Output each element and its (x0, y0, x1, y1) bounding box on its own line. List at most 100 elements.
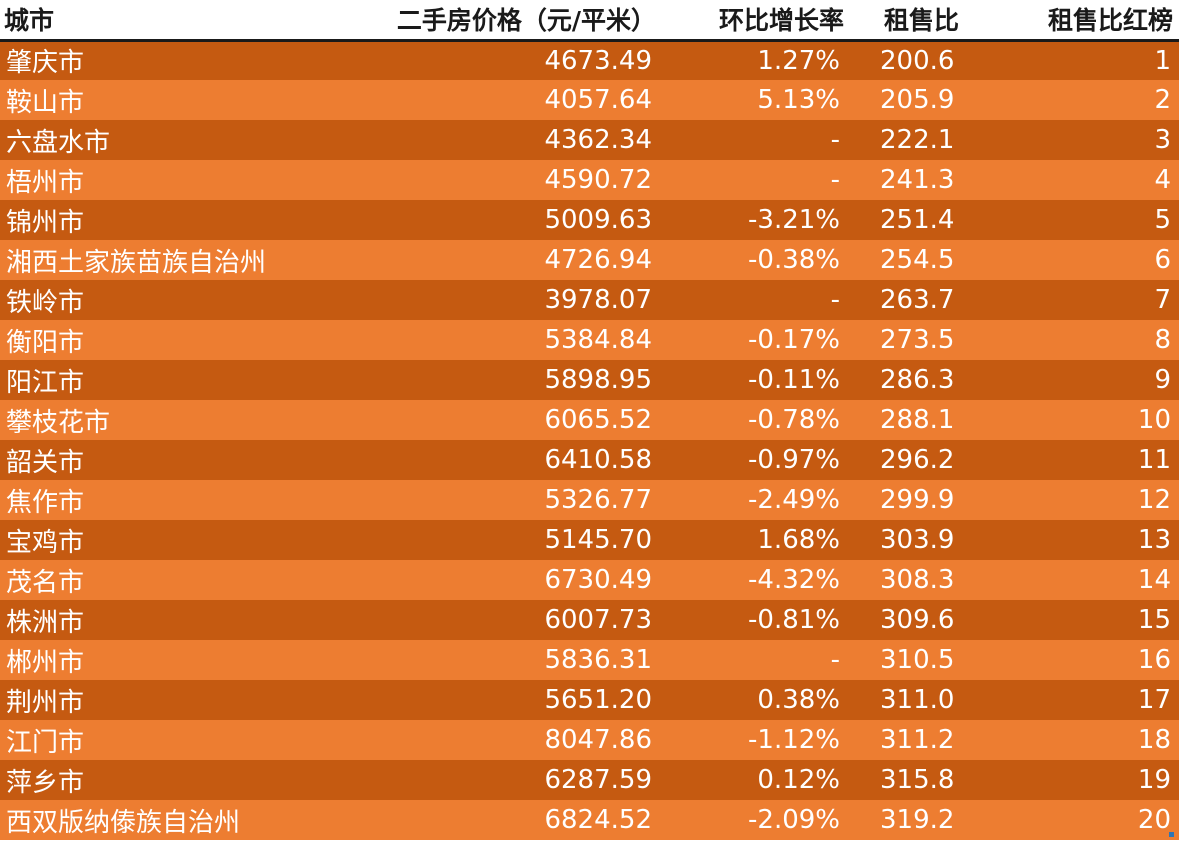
cell-city[interactable]: 梧州市 (6, 167, 85, 198)
cell-rank[interactable]: 8 (1154, 325, 1171, 355)
header-rank[interactable]: 租售比红榜 (995, 0, 1179, 42)
cell-price[interactable]: 5145.70 (544, 525, 652, 555)
cell-change[interactable]: -1.12% (748, 725, 840, 755)
cell-price[interactable]: 5384.84 (544, 325, 652, 355)
cell-price[interactable]: 5009.63 (544, 205, 652, 235)
cell-change[interactable]: -2.49% (748, 485, 840, 515)
cell-rank[interactable]: 18 (1137, 725, 1171, 755)
cell-city[interactable]: 湘西土家族苗族自治州 (6, 247, 267, 278)
header-change[interactable]: 环比增长率 (662, 0, 850, 42)
cell-price[interactable]: 4362.34 (544, 125, 652, 155)
cell-price[interactable]: 6730.49 (544, 565, 652, 595)
cell-ratio[interactable]: 273.5 (880, 325, 955, 355)
cell-rank[interactable]: 13 (1137, 525, 1171, 555)
cell-change[interactable]: -4.32% (748, 565, 840, 595)
cell-price[interactable]: 5898.95 (544, 365, 652, 395)
cell-price[interactable]: 8047.86 (544, 725, 652, 755)
cell-city[interactable]: 荆州市 (6, 687, 85, 718)
cell-rank[interactable]: 3 (1154, 125, 1171, 155)
cell-ratio[interactable]: 310.5 (880, 645, 955, 675)
cell-ratio[interactable]: 319.2 (880, 805, 955, 835)
cell-city[interactable]: 攀枝花市 (6, 407, 111, 438)
cell-ratio[interactable]: 311.0 (880, 685, 955, 715)
cell-city[interactable]: 韶关市 (6, 447, 85, 478)
cell-change[interactable]: -3.21% (748, 205, 840, 235)
cell-price[interactable]: 4726.94 (544, 245, 652, 275)
cell-city[interactable]: 锦州市 (6, 207, 85, 238)
cell-change[interactable]: - (830, 645, 840, 675)
cell-rank[interactable]: 16 (1137, 645, 1171, 675)
cell-ratio[interactable]: 296.2 (880, 445, 955, 475)
cell-city[interactable]: 郴州市 (6, 647, 85, 678)
cell-change[interactable]: -0.97% (748, 445, 840, 475)
cell-city[interactable]: 衡阳市 (6, 327, 85, 358)
cell-change[interactable]: 0.12% (757, 765, 840, 795)
header-price[interactable]: 二手房价格（元/平米） (372, 0, 662, 42)
cell-price[interactable]: 4057.64 (544, 85, 652, 115)
cell-city[interactable]: 肇庆市 (6, 48, 85, 79)
cell-price[interactable]: 5326.77 (544, 485, 652, 515)
cell-ratio[interactable]: 303.9 (880, 525, 955, 555)
cell-price[interactable]: 6007.73 (544, 605, 652, 635)
cell-ratio[interactable]: 254.5 (880, 245, 955, 275)
cell-ratio[interactable]: 309.6 (880, 605, 955, 635)
cell-price[interactable]: 6410.58 (544, 445, 652, 475)
cell-change[interactable]: -0.38% (748, 245, 840, 275)
cell-ratio[interactable]: 222.1 (880, 125, 955, 155)
cell-price[interactable]: 6824.52 (544, 805, 652, 835)
cell-city[interactable]: 株洲市 (6, 607, 85, 638)
cell-ratio[interactable]: 251.4 (880, 205, 955, 235)
cell-ratio[interactable]: 200.6 (880, 45, 955, 76)
cell-rank[interactable]: 15 (1137, 605, 1171, 635)
cell-rank[interactable]: 1 (1154, 45, 1171, 76)
cell-rank[interactable]: 10 (1137, 405, 1171, 435)
cell-change[interactable]: -0.78% (748, 405, 840, 435)
cell-price[interactable]: 6065.52 (544, 405, 652, 435)
cell-rank[interactable]: 7 (1154, 285, 1171, 315)
cell-rank[interactable]: 17 (1137, 685, 1171, 715)
cell-rank[interactable]: 14 (1137, 565, 1171, 595)
cell-ratio[interactable]: 205.9 (880, 85, 955, 115)
cell-city[interactable]: 西双版纳傣族自治州 (6, 807, 241, 838)
cell-ratio[interactable]: 299.9 (880, 485, 955, 515)
cell-ratio[interactable]: 286.3 (880, 365, 955, 395)
cell-change[interactable]: - (830, 165, 840, 195)
fill-handle[interactable] (1169, 832, 1174, 837)
header-ratio[interactable]: 租售比 (850, 0, 995, 42)
cell-city[interactable]: 鞍山市 (6, 87, 85, 118)
cell-change[interactable]: 5.13% (757, 85, 840, 115)
cell-city[interactable]: 萍乡市 (6, 767, 85, 798)
cell-rank[interactable]: 2 (1154, 85, 1171, 115)
cell-city[interactable]: 焦作市 (6, 487, 85, 518)
cell-price[interactable]: 6287.59 (544, 765, 652, 795)
cell-city[interactable]: 茂名市 (6, 567, 85, 598)
cell-city[interactable]: 宝鸡市 (6, 527, 85, 558)
cell-rank[interactable]: 4 (1154, 165, 1171, 195)
cell-rank[interactable]: 19 (1137, 765, 1171, 795)
cell-price[interactable]: 5836.31 (544, 645, 652, 675)
cell-ratio[interactable]: 263.7 (880, 285, 955, 315)
cell-ratio[interactable]: 241.3 (880, 165, 955, 195)
cell-change[interactable]: 1.27% (757, 45, 840, 76)
cell-ratio[interactable]: 311.2 (880, 725, 955, 755)
header-city[interactable]: 城市 (0, 0, 372, 42)
cell-change[interactable]: - (830, 125, 840, 155)
cell-ratio[interactable]: 288.1 (880, 405, 955, 435)
cell-price[interactable]: 3978.07 (544, 285, 652, 315)
cell-ratio[interactable]: 315.8 (880, 765, 955, 795)
cell-change[interactable]: 1.68% (757, 525, 840, 555)
cell-rank[interactable]: 11 (1137, 445, 1171, 475)
cell-price[interactable]: 4673.49 (544, 45, 652, 76)
cell-price[interactable]: 4590.72 (544, 165, 652, 195)
cell-city[interactable]: 六盘水市 (6, 127, 111, 158)
cell-rank[interactable]: 12 (1137, 485, 1171, 515)
cell-rank[interactable]: 5 (1154, 205, 1171, 235)
cell-city[interactable]: 江门市 (6, 727, 85, 758)
cell-change[interactable]: -0.11% (748, 365, 840, 395)
cell-change[interactable]: -2.09% (748, 805, 840, 835)
cell-change[interactable]: -0.81% (748, 605, 840, 635)
cell-ratio[interactable]: 308.3 (880, 565, 955, 595)
cell-rank[interactable]: 20 (1137, 805, 1171, 835)
cell-city[interactable]: 铁岭市 (6, 287, 85, 318)
cell-rank[interactable]: 6 (1154, 245, 1171, 275)
